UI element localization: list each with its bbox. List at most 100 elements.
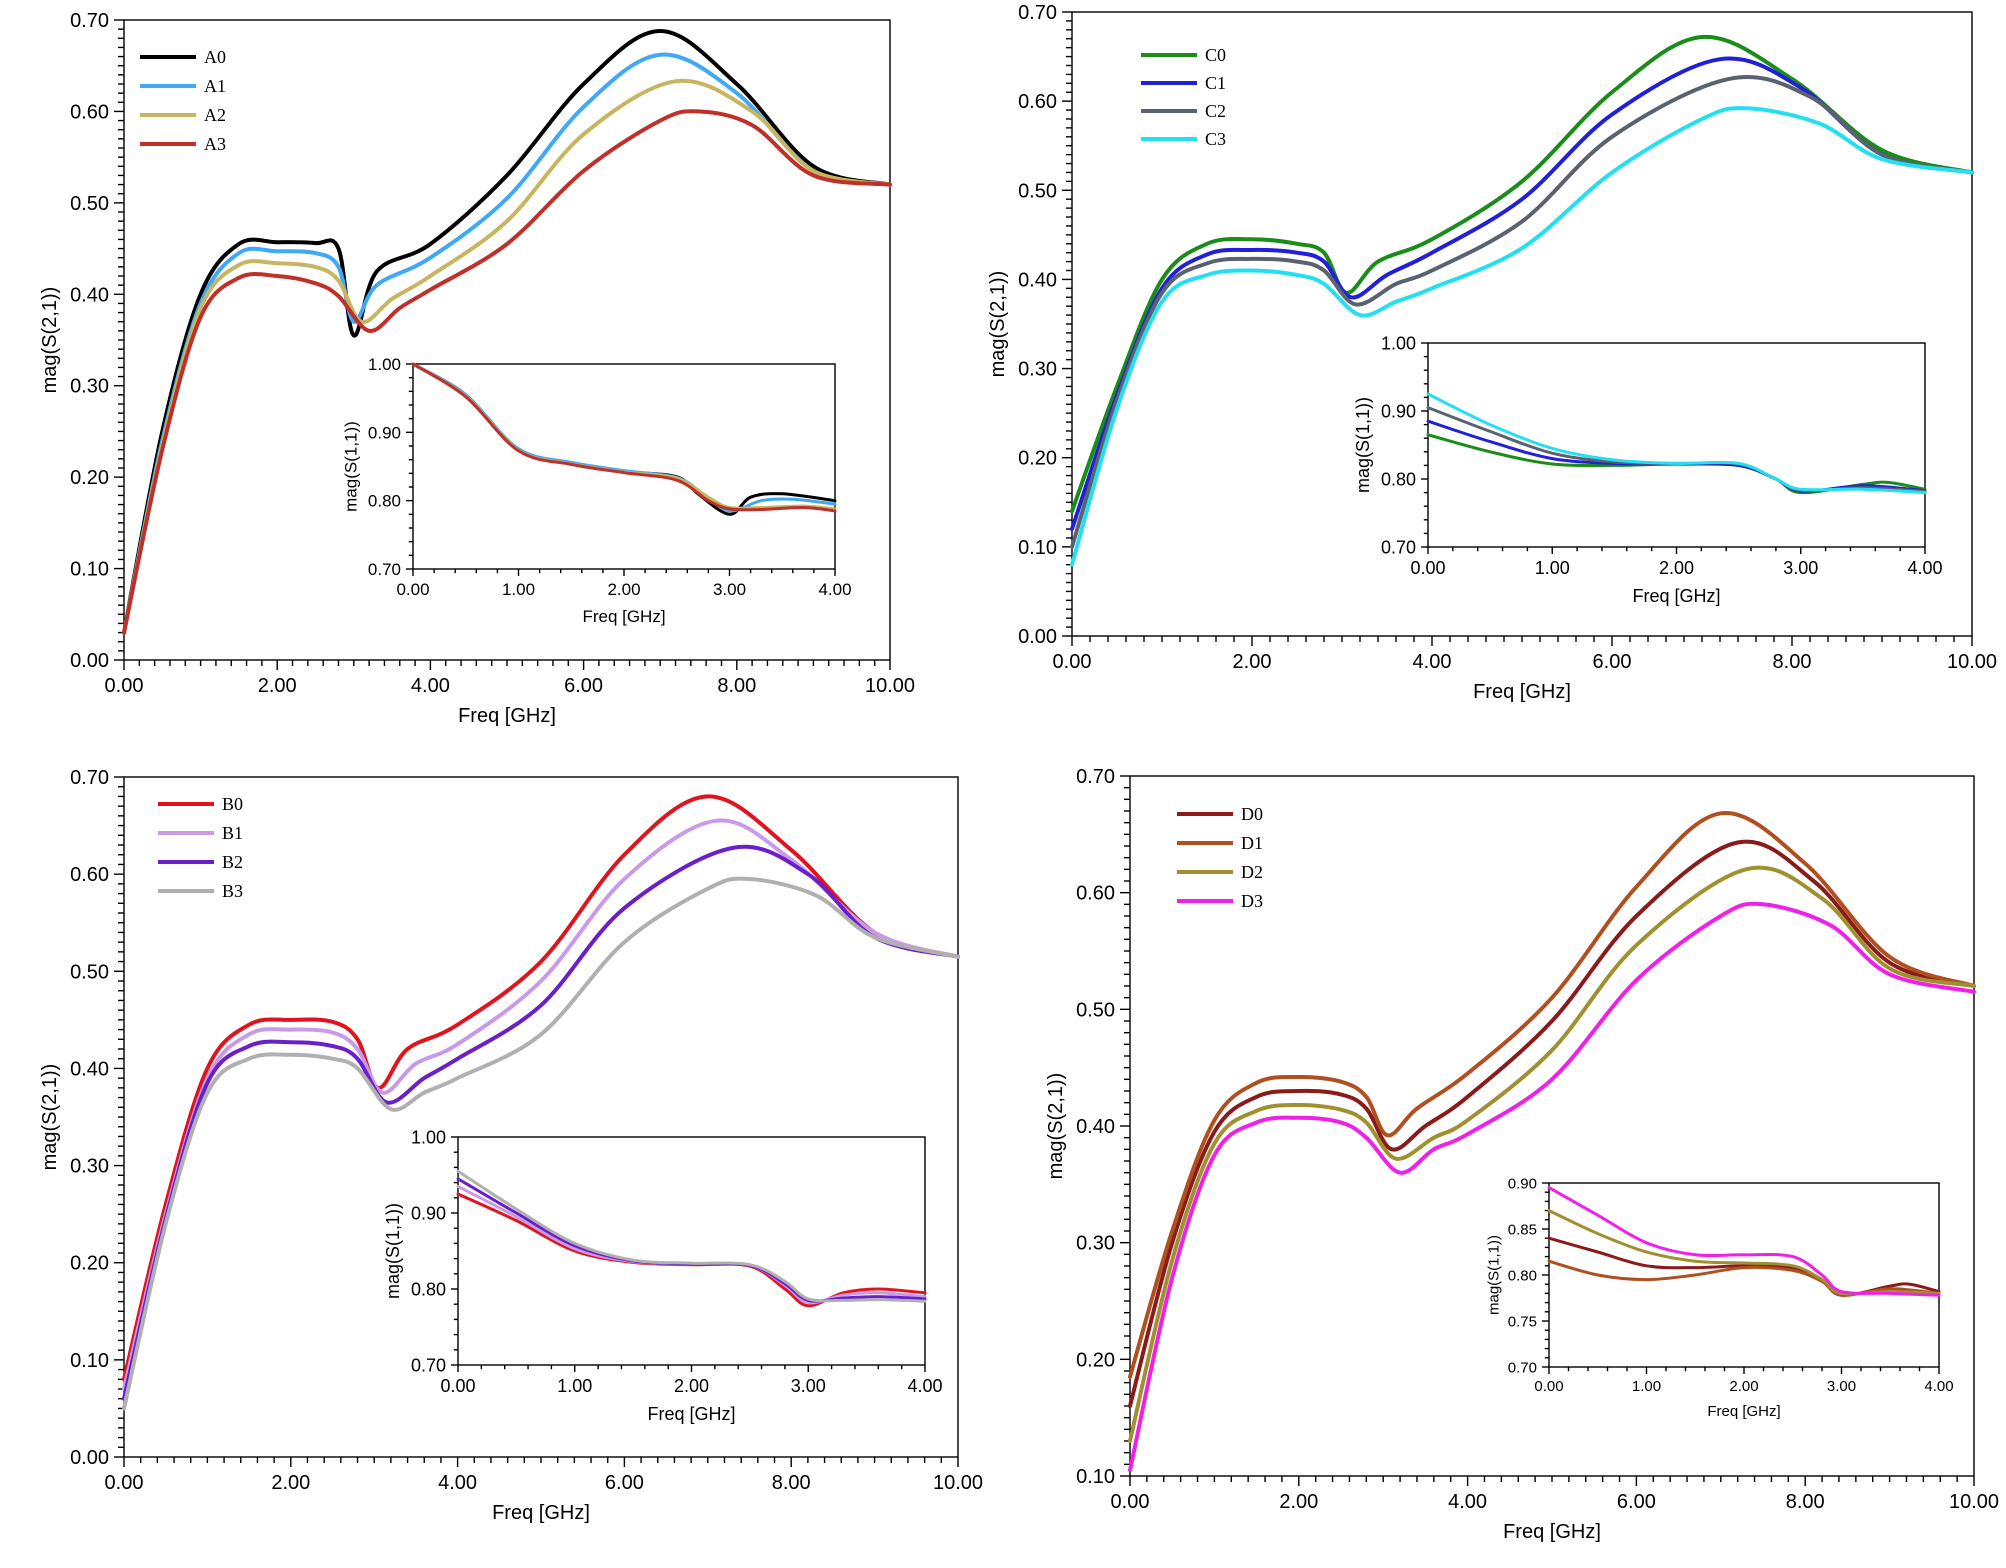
- inset-y-tick-label: 0.90: [411, 1203, 446, 1223]
- series-line-c0: [1070, 34, 1974, 514]
- inset-y-tick-label: 0.70: [368, 560, 401, 579]
- inset-x-tick-label: 3.00: [1783, 558, 1818, 578]
- inset-panel-c: 0.00 1.00 2.00 3.00 4.00 0.70 0.80 0.90 1.00 Freq…: [1353, 333, 1943, 606]
- legend-label-d2: D2: [1241, 862, 1263, 882]
- inset-x-tick-label: 3.00: [1827, 1378, 1856, 1395]
- inset-y-axis-title: mag(S(1,1)): [1353, 397, 1373, 493]
- inset-series-line-d0: [1547, 1236, 1941, 1297]
- main-x-tick-label: 0.00: [105, 1472, 144, 1494]
- main-y-tick-label: 0.70: [1018, 2, 1057, 24]
- inset-y-tick-label: 0.70: [411, 1355, 446, 1375]
- main-y-tick-label: 0.20: [70, 467, 109, 489]
- inset-x-tick-label: 0.00: [1410, 558, 1445, 578]
- main-y-tick-label: 0.40: [70, 1058, 109, 1080]
- main-y-tick-label: 0.50: [70, 193, 109, 215]
- inset-x-tick-label: 2.00: [1729, 1378, 1758, 1395]
- inset-y-tick-label: 0.70: [1381, 537, 1416, 557]
- inset-panel-d: 0.00 1.00 2.00 3.00 4.00 0.70 0.75 0.80 0.85 0.90…: [1486, 1175, 1954, 1420]
- main-y-axis-title: mag(S(2,1)): [1045, 1073, 1067, 1180]
- legend-label-d1: D1: [1241, 833, 1263, 853]
- main-x-tick-label: 4.00: [438, 1472, 477, 1494]
- inset-y-tick-label: 1.00: [1381, 333, 1416, 353]
- main-x-tick-label: 2.00: [271, 1472, 310, 1494]
- legend-label-c0: C0: [1205, 45, 1226, 65]
- inset-y-tick-label: 0.80: [1508, 1267, 1537, 1284]
- main-x-tick-label: 10.00: [1949, 1491, 1999, 1513]
- legend-label-c1: C1: [1205, 73, 1226, 93]
- legend-label-a2: A2: [204, 105, 226, 125]
- inset-series-line-d3: [1547, 1186, 1941, 1297]
- main-y-tick-label: 0.60: [1076, 883, 1115, 905]
- main-x-tick-label: 4.00: [1448, 1491, 1487, 1513]
- inset-y-axis-title: mag(S(1,1)): [342, 421, 361, 512]
- main-x-tick-label: 0.00: [105, 675, 144, 697]
- main-x-tick-label: 6.00: [564, 675, 603, 697]
- main-y-tick-label: 0.60: [1018, 91, 1057, 113]
- inset-x-tick-label: 3.00: [713, 580, 746, 599]
- series-line-d2: [1128, 865, 1976, 1443]
- series-line-c2: [1070, 74, 1974, 549]
- main-y-tick-label: 0.50: [70, 961, 109, 983]
- inset-series-line-a3: [411, 362, 837, 513]
- inset-x-tick-label: 2.00: [674, 1376, 709, 1396]
- chart-panel-c: 0.00 2.00 4.00 6.00 8.00 10.00 0.00 0.10 0.20 0.3…: [987, 2, 1997, 703]
- main-x-tick-label: 10.00: [865, 675, 915, 697]
- series-line-d1: [1128, 811, 1976, 1379]
- legend-label-b3: B3: [222, 881, 243, 901]
- series-line-b0: [122, 794, 960, 1382]
- inset-x-tick-label: 4.00: [818, 580, 851, 599]
- main-x-tick-label: 10.00: [1947, 651, 1997, 673]
- main-y-tick-label: 0.40: [1018, 269, 1057, 291]
- inset-x-axis-title: Freq [GHz]: [647, 1404, 735, 1424]
- inset-x-axis-title: Freq [GHz]: [582, 607, 665, 626]
- inset-y-tick-label: 0.90: [1508, 1175, 1537, 1192]
- main-y-tick-label: 0.30: [70, 1156, 109, 1178]
- inset-x-tick-label: 4.00: [907, 1376, 942, 1396]
- legend-label-b0: B0: [222, 794, 243, 814]
- main-y-tick-label: 0.70: [1076, 766, 1115, 788]
- main-y-tick-label: 0.70: [70, 10, 109, 32]
- main-y-tick-label: 0.20: [1018, 448, 1057, 470]
- inset-x-tick-label: 1.00: [1632, 1378, 1661, 1395]
- inset-series-line-c3: [1426, 392, 1927, 495]
- inset-background: [1428, 343, 1925, 547]
- main-x-tick-label: 0.00: [1053, 651, 1092, 673]
- series-line-a2: [122, 78, 892, 635]
- main-x-tick-label: 6.00: [605, 1472, 644, 1494]
- inset-x-tick-label: 2.00: [607, 580, 640, 599]
- main-y-tick-label: 0.10: [1076, 1466, 1115, 1488]
- main-y-tick-label: 0.60: [70, 101, 109, 123]
- inset-x-tick-label: 0.00: [1534, 1378, 1563, 1395]
- series-line-a3: [122, 109, 892, 635]
- main-y-tick-label: 0.30: [70, 376, 109, 398]
- inset-y-tick-label: 0.90: [368, 423, 401, 442]
- main-y-tick-label: 0.40: [1076, 1116, 1115, 1138]
- inset-y-tick-label: 0.85: [1508, 1221, 1537, 1238]
- main-x-axis-title: Freq [GHz]: [458, 705, 556, 727]
- inset-background: [1549, 1183, 1939, 1367]
- legend-label-d3: D3: [1241, 891, 1263, 911]
- main-x-axis-title: Freq [GHz]: [492, 1502, 590, 1524]
- inset-x-tick-label: 4.00: [1924, 1378, 1953, 1395]
- inset-x-tick-label: 1.00: [502, 580, 535, 599]
- main-x-tick-label: 10.00: [933, 1472, 983, 1494]
- main-y-tick-label: 0.00: [70, 650, 109, 672]
- main-y-tick-label: 0.10: [70, 559, 109, 581]
- inset-y-tick-label: 0.80: [411, 1279, 446, 1299]
- main-y-tick-label: 0.30: [1076, 1233, 1115, 1255]
- main-x-tick-label: 0.00: [1111, 1491, 1150, 1513]
- inset-panel-b: 0.00 1.00 2.00 3.00 4.00 0.70 0.80 0.90 1.00 Freq…: [383, 1127, 943, 1424]
- main-y-tick-label: 0.40: [70, 284, 109, 306]
- main-y-tick-label: 0.20: [70, 1253, 109, 1275]
- inset-x-axis-title: Freq [GHz]: [1632, 586, 1720, 606]
- main-y-axis-title: mag(S(2,1)): [987, 271, 1009, 378]
- chart-panel-d: 0.00 2.00 4.00 6.00 8.00 10.00 0.10 0.20 0.30 0.4…: [1045, 766, 1999, 1543]
- inset-x-tick-label: 2.00: [1659, 558, 1694, 578]
- inset-y-axis-title: mag(S(1,1)): [383, 1203, 403, 1299]
- main-x-axis-title: Freq [GHz]: [1473, 681, 1571, 703]
- chart-panel-a: 0.00 2.00 4.00 6.00 8.00 10.00 0.00 0.10 0.20 0.3…: [39, 10, 915, 727]
- inset-background: [458, 1137, 925, 1365]
- main-y-tick-label: 0.60: [70, 864, 109, 886]
- inset-y-tick-label: 0.80: [368, 492, 401, 511]
